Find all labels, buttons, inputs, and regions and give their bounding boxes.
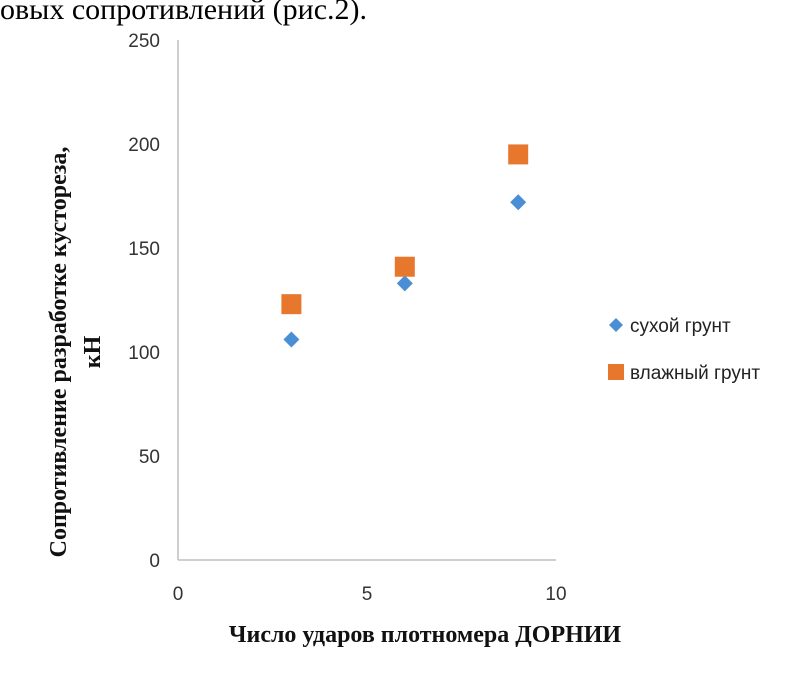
- x-axis-label: Число ударов плотномера ДОРНИИ: [229, 622, 622, 648]
- y-axis-label-line1: Сопротивление разработке кустореза,: [46, 147, 72, 558]
- y-tick-label: 0: [149, 551, 160, 572]
- legend-marker-dry-soil: [609, 318, 623, 332]
- y-tick-label: 100: [128, 343, 160, 364]
- wet-soil-point: [281, 294, 302, 315]
- chart-axes: [177, 40, 556, 561]
- x-tick-label: 5: [362, 584, 373, 605]
- x-tick-label: 10: [545, 584, 566, 605]
- dry-soil-point: [396, 275, 413, 292]
- page-caption-fragment: овых сопротивлений (рис.2).: [0, 0, 368, 26]
- legend-marker-wet-soil: [608, 364, 624, 380]
- y-tick-label: 250: [128, 31, 160, 52]
- y-axis-label-line2: кН: [80, 335, 106, 368]
- wet-soil-point: [394, 256, 415, 277]
- dry-soil-point: [283, 331, 300, 348]
- legend-label-dry-soil: сухой грунт: [630, 316, 731, 337]
- y-tick-label: 200: [128, 135, 160, 156]
- wet-soil-point: [508, 144, 529, 165]
- x-tick-label: 0: [173, 584, 184, 605]
- dry-soil-point: [510, 194, 527, 211]
- legend-label-wet-soil: влажный грунт: [630, 363, 760, 384]
- y-tick-label: 50: [139, 447, 160, 468]
- y-tick-label: 150: [128, 239, 160, 260]
- chart-legend: сухой грунт влажный грунт: [608, 316, 760, 384]
- chart-points: [281, 144, 529, 348]
- chart-tick-labels: 0 50 100 150 200 250 0 5 10: [128, 31, 566, 605]
